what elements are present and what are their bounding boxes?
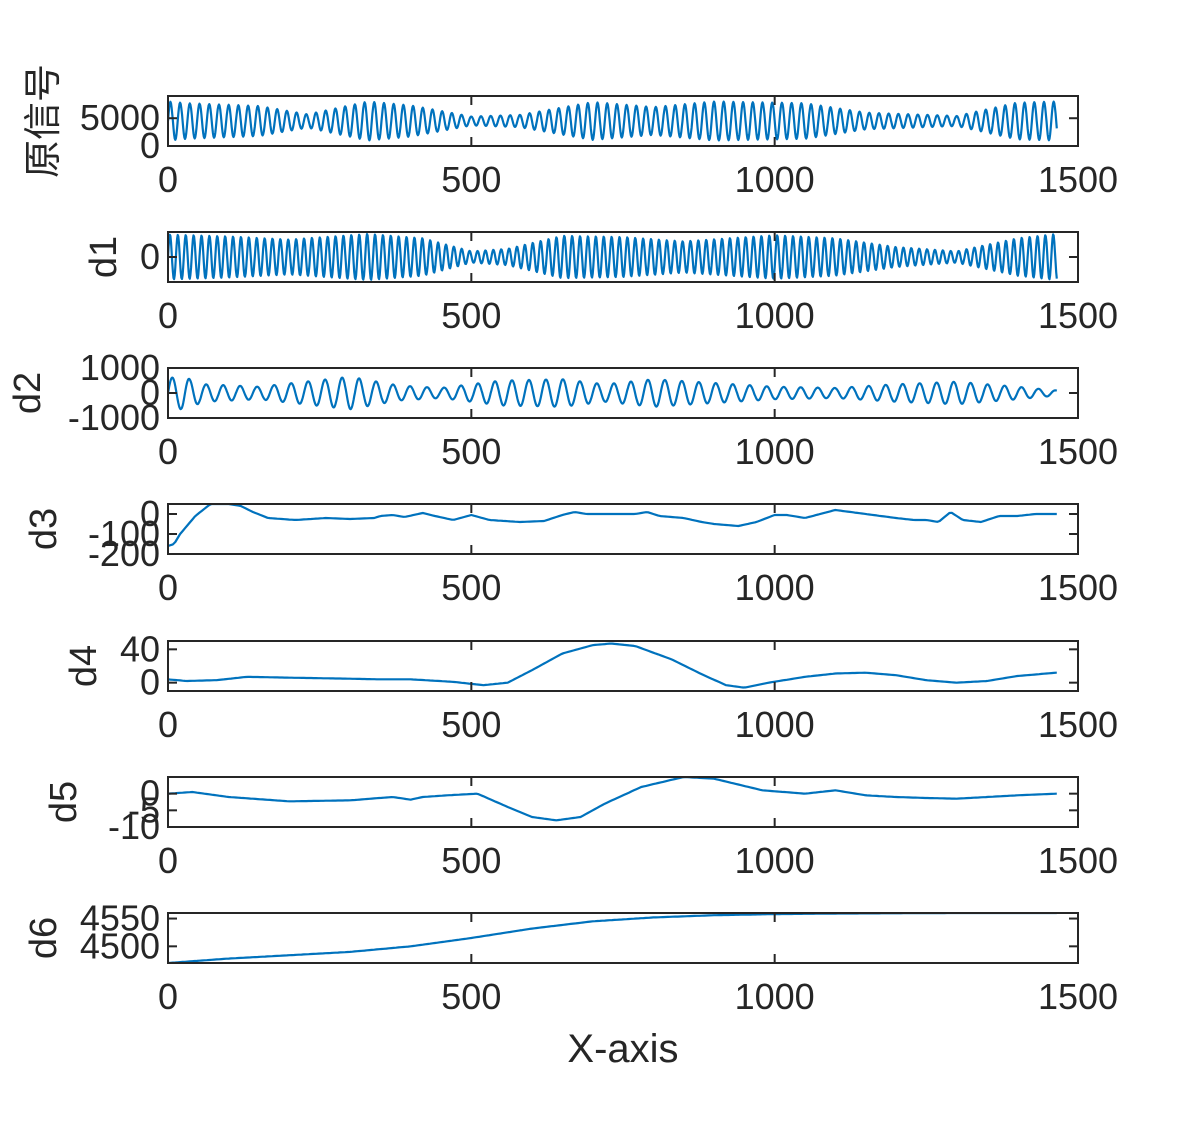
series-line-5: [168, 642, 1058, 689]
x-tick-label: 1000: [735, 295, 815, 336]
x-tick-label: 1500: [1038, 704, 1118, 745]
series-line-6: [168, 777, 1058, 822]
x-tick-label: 0: [158, 704, 178, 745]
y-tick-label: -100: [88, 513, 160, 554]
x-tick-label: 1500: [1038, 976, 1118, 1017]
y-tick-label: 0: [140, 236, 160, 277]
x-tick-label: 500: [441, 840, 501, 881]
y-tick-label: -5: [128, 789, 160, 830]
x-tick-label: 0: [158, 976, 178, 1017]
axes-frame-7: [167, 912, 1079, 964]
y-axis-label: d3: [23, 508, 65, 550]
series-line-2: [168, 233, 1058, 281]
x-tick-label: 1500: [1038, 159, 1118, 200]
y-tick-label: 5000: [80, 97, 160, 138]
axes-frame-4: [167, 503, 1079, 555]
x-axis-label: X-axis: [567, 1027, 678, 1071]
y-axis-label: d4: [63, 645, 105, 687]
y-axis-label: d1: [83, 236, 125, 278]
x-tick-label: 500: [441, 704, 501, 745]
x-tick-label: 1500: [1038, 567, 1118, 608]
x-tick-label: 1000: [735, 159, 815, 200]
x-tick-label: 1000: [735, 431, 815, 472]
x-tick-label: 0: [158, 840, 178, 881]
y-axis-label: d6: [23, 917, 65, 959]
y-tick-label: -10: [108, 806, 160, 847]
y-tick-label: -200: [88, 533, 160, 574]
x-tick-label: 500: [441, 976, 501, 1017]
x-tick-label: 1000: [735, 976, 815, 1017]
y-tick-label: 0: [140, 662, 160, 703]
x-tick-label: 1000: [735, 704, 815, 745]
y-axis-label: 原信号: [23, 64, 65, 178]
axes-frame-5: [167, 640, 1079, 692]
x-tick-label: 500: [441, 295, 501, 336]
series-line-1: [168, 100, 1058, 142]
y-axis-label: d2: [7, 372, 49, 414]
x-tick-label: 1500: [1038, 840, 1118, 881]
y-tick-label: 1000: [80, 347, 160, 388]
x-tick-label: 500: [441, 567, 501, 608]
series-line-3: [168, 376, 1058, 411]
x-tick-label: 0: [158, 431, 178, 472]
y-tick-label: 0: [140, 372, 160, 413]
x-tick-label: 0: [158, 295, 178, 336]
y-tick-label: 0: [140, 773, 160, 814]
y-tick-label: 40: [120, 628, 160, 669]
x-tick-label: 500: [441, 431, 501, 472]
y-tick-label: 4500: [80, 925, 160, 966]
y-tick-label: 0: [140, 493, 160, 534]
x-tick-label: 1000: [735, 567, 815, 608]
axes-frame-1: [167, 95, 1079, 147]
axes-frame-6: [167, 776, 1079, 828]
series-line-7: [168, 913, 1058, 963]
y-tick-label: -1000: [68, 397, 160, 438]
y-tick-label: 0: [140, 125, 160, 166]
y-tick-label: 4550: [80, 898, 160, 939]
x-tick-label: 0: [158, 567, 178, 608]
x-tick-label: 0: [158, 159, 178, 200]
x-tick-label: 1000: [735, 840, 815, 881]
x-tick-label: 500: [441, 159, 501, 200]
x-tick-label: 1500: [1038, 431, 1118, 472]
x-tick-label: 1500: [1038, 295, 1118, 336]
y-axis-label: d5: [43, 781, 85, 823]
series-line-4: [168, 504, 1058, 548]
